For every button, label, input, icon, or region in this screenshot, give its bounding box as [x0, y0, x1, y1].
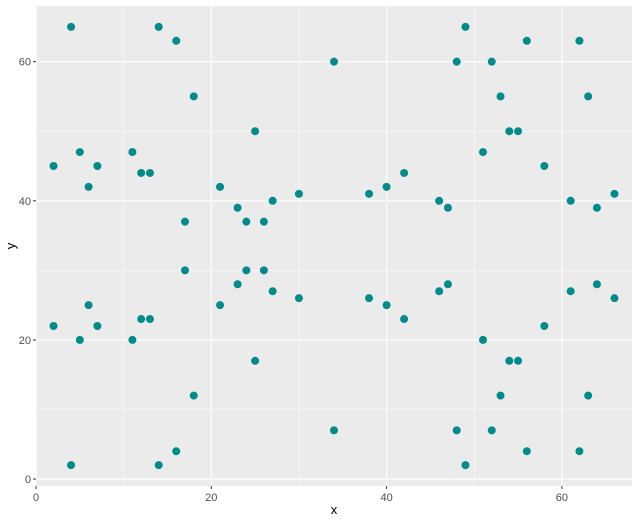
data-point: [330, 426, 338, 435]
data-point: [145, 315, 154, 324]
data-point: [172, 36, 181, 45]
data-point: [93, 162, 102, 170]
data-point: [435, 196, 444, 205]
data-point: [479, 335, 487, 344]
x-tick-label: 20: [205, 492, 217, 504]
data-point: [522, 447, 531, 456]
data-point: [145, 168, 154, 177]
data-point: [443, 203, 452, 212]
minor-grid: [36, 6, 632, 486]
data-point: [251, 127, 260, 136]
data-points: [49, 22, 619, 470]
data-point: [452, 426, 461, 435]
data-point: [487, 57, 496, 66]
data-point: [93, 322, 102, 330]
data-point: [330, 57, 338, 66]
data-point: [514, 356, 523, 365]
data-point: [496, 391, 505, 400]
data-point: [540, 162, 549, 170]
data-point: [128, 335, 137, 344]
x-tick-label: 0: [33, 492, 39, 504]
data-point: [452, 57, 461, 66]
data-point: [181, 217, 189, 226]
data-point: [435, 287, 444, 296]
data-point: [540, 322, 549, 330]
data-point: [154, 461, 163, 470]
y-tick-label: 20: [19, 335, 31, 347]
data-point: [575, 36, 584, 45]
y-axis-ticks: 0 20 40 60: [19, 57, 36, 486]
data-point: [566, 196, 575, 205]
data-point: [610, 189, 619, 198]
y-axis-title: y: [3, 242, 18, 249]
data-point: [242, 266, 251, 275]
data-point: [84, 182, 93, 191]
data-point: [84, 301, 93, 310]
data-point: [382, 301, 391, 310]
plot-panel: [36, 6, 632, 486]
data-point: [461, 461, 470, 470]
data-point: [575, 447, 584, 456]
y-tick-label: 40: [19, 196, 31, 208]
data-point: [584, 391, 593, 400]
data-point: [172, 447, 181, 456]
data-point: [189, 391, 198, 400]
data-point: [67, 461, 76, 470]
data-point: [505, 127, 514, 136]
data-point: [592, 280, 601, 289]
data-point: [566, 287, 575, 296]
data-point: [592, 203, 601, 212]
data-point: [294, 294, 303, 303]
data-point: [496, 92, 505, 101]
data-point: [233, 280, 242, 289]
data-point: [259, 217, 268, 226]
data-point: [67, 22, 76, 31]
data-point: [128, 148, 137, 157]
data-point: [189, 92, 198, 101]
data-point: [75, 148, 84, 157]
data-point: [365, 294, 374, 303]
data-point: [294, 189, 303, 198]
data-point: [400, 168, 409, 177]
data-point: [443, 280, 452, 289]
data-point: [365, 189, 374, 198]
data-point: [216, 301, 225, 310]
y-tick-label: 60: [19, 57, 31, 69]
data-point: [584, 92, 593, 101]
data-point: [514, 127, 523, 136]
y-tick-label: 0: [25, 474, 31, 486]
data-point: [154, 22, 163, 31]
data-point: [610, 294, 619, 303]
data-point: [137, 315, 146, 324]
data-point: [522, 36, 531, 45]
x-axis-title: x: [331, 502, 338, 517]
data-point: [461, 22, 470, 31]
data-point: [505, 356, 514, 365]
data-point: [75, 335, 84, 344]
data-point: [49, 322, 58, 330]
x-axis-ticks: 0 20 40 60: [33, 486, 568, 504]
data-point: [233, 203, 242, 212]
data-point: [479, 148, 487, 157]
x-tick-label: 40: [380, 492, 392, 504]
data-point: [268, 287, 277, 296]
data-point: [400, 315, 409, 324]
data-point: [137, 168, 146, 177]
data-point: [181, 266, 189, 275]
data-point: [216, 182, 225, 191]
data-point: [242, 217, 251, 226]
data-point: [487, 426, 496, 435]
data-point: [49, 162, 58, 170]
data-point: [251, 356, 260, 365]
x-tick-label: 60: [556, 492, 568, 504]
data-point: [268, 196, 277, 205]
data-point: [382, 182, 391, 191]
data-point: [259, 266, 268, 275]
